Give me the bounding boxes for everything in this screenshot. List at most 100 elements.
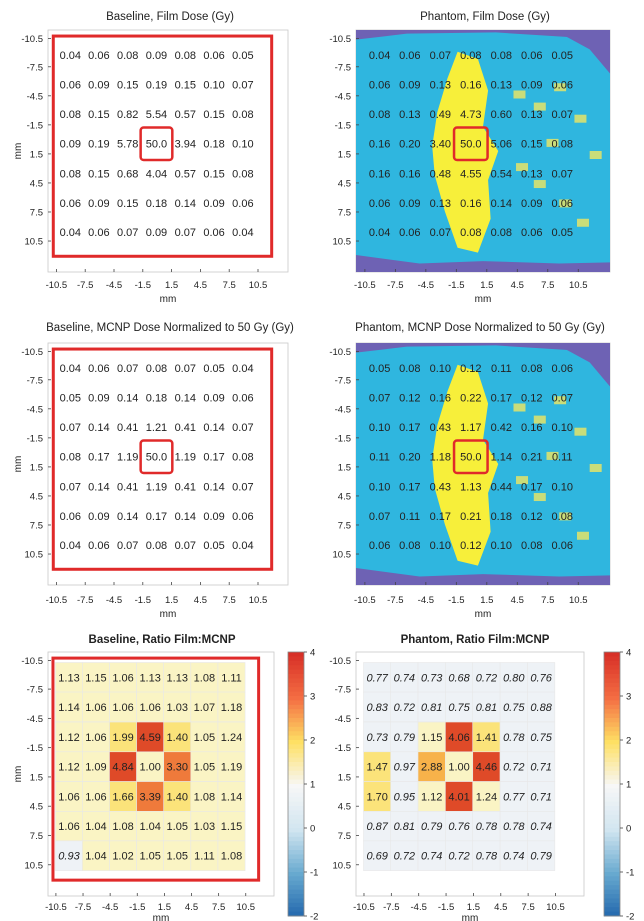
- colorbar-segment: [288, 858, 304, 864]
- y-tick-label: 10.5: [333, 860, 352, 871]
- cell-label: 0.07: [117, 363, 138, 375]
- cell-label: 1.15: [85, 672, 106, 684]
- cell-label: 0.09: [146, 227, 167, 239]
- cell-label: 1.06: [139, 702, 160, 714]
- cell-label: 0.08: [552, 139, 573, 151]
- heatmap-cell: [217, 811, 246, 842]
- colorbar-segment: [604, 792, 620, 798]
- x-tick-label: 10.5: [569, 595, 588, 606]
- cell-label: 0.68: [448, 672, 470, 684]
- cell-label: 1.15: [221, 821, 242, 833]
- heatmap-cell: [527, 751, 556, 782]
- colorbar-segment: [604, 669, 620, 675]
- cell-label: 0.78: [503, 821, 525, 833]
- heatmap-cell: [55, 662, 83, 693]
- cell-label: 0.06: [552, 540, 573, 552]
- cell-label: 0.12: [460, 540, 481, 552]
- cell-label: 0.12: [521, 511, 542, 523]
- cell-label: 4.55: [460, 168, 481, 180]
- cell-label: 0.07: [232, 79, 253, 91]
- cell-label: 3.94: [175, 139, 196, 151]
- cell-label: 1.03: [167, 702, 188, 714]
- colorbar-segment: [288, 823, 304, 829]
- y-tick-label: -7.5: [27, 62, 43, 73]
- colorbar-segment: [604, 898, 620, 904]
- colorbar-segment: [288, 696, 304, 701]
- cell-label: 0.08: [146, 540, 167, 552]
- phantom-patch: [546, 451, 559, 460]
- y-tick-label: -1.5: [335, 120, 351, 131]
- cell-label: 0.16: [521, 422, 542, 434]
- plot-area: [47, 342, 289, 586]
- cell-label: 0.04: [60, 227, 81, 239]
- cell-label: 1.19: [221, 762, 242, 774]
- colorbar-segment: [288, 700, 304, 706]
- colorbar-segment: [288, 867, 304, 873]
- x-tick-label: -7.5: [77, 280, 93, 291]
- chart-title: Baseline, MCNP Dose Normalized to 50 Gy …: [46, 322, 294, 334]
- x-tick-label: 7.5: [541, 595, 554, 606]
- heatmap-cell: [82, 781, 110, 812]
- x-tick-label: 10.5: [569, 280, 588, 291]
- phantom-patch: [559, 512, 572, 521]
- cell-label: 0.17: [430, 511, 451, 523]
- colorbar-segment: [604, 682, 620, 688]
- cell-label: 50.0: [146, 452, 167, 464]
- cell-label: 0.06: [552, 79, 573, 91]
- chart-panel: Phantom, Film Dose (Gy) 0.04 0.06 0.07 0.08 0…: [329, 11, 611, 305]
- x-tick-label: -7.5: [387, 595, 403, 606]
- cell-label: 0.17: [491, 392, 512, 404]
- y-tick-label: -10.5: [21, 656, 43, 667]
- cell-label: 1.04: [139, 821, 160, 833]
- y-tick-label: 4.5: [338, 178, 351, 189]
- cell-label: 0.04: [369, 227, 390, 239]
- colorbar-segment: [288, 806, 304, 811]
- cell-label: 0.16: [430, 392, 451, 404]
- cell-label: 0.09: [399, 79, 420, 91]
- x-tick-label: -7.5: [77, 595, 93, 606]
- x-tick-label: 4.5: [511, 280, 524, 291]
- phantom-patch: [516, 163, 529, 172]
- cell-label: 0.08: [399, 363, 420, 375]
- heatmap-cell: [136, 781, 165, 812]
- colorbar-segment: [604, 709, 620, 715]
- colorbar-segment: [288, 713, 304, 719]
- colorbar-segment: [288, 775, 304, 781]
- cell-label: 0.07: [175, 363, 196, 375]
- cell-label: 0.04: [60, 50, 81, 62]
- colorbar-segment: [604, 665, 620, 671]
- y-tick-label: 7.5: [338, 520, 351, 531]
- cell-label: 0.08: [369, 109, 390, 121]
- heatmap-cell: [190, 840, 219, 871]
- colorbar-segment: [288, 889, 304, 895]
- colorbar-segment: [288, 735, 304, 741]
- colorbar-segment: [604, 775, 620, 781]
- colorbar-segment: [288, 814, 304, 820]
- colorbar-segment: [604, 850, 620, 855]
- colorbar-segment: [288, 687, 304, 693]
- colorbar-segment: [288, 740, 304, 745]
- cell-label: 0.08: [491, 227, 512, 239]
- cell-label: 1.66: [112, 791, 133, 803]
- colorbar-segment: [604, 726, 620, 732]
- cell-label: 0.06: [88, 540, 109, 552]
- cell-label: 0.05: [552, 50, 573, 62]
- cell-label: 0.09: [399, 198, 420, 210]
- colorbar-segment: [288, 656, 304, 662]
- cell-label: 0.08: [521, 363, 542, 375]
- cell-label: 0.14: [117, 392, 138, 404]
- cell-label: 0.14: [175, 392, 196, 404]
- colorbar-segment: [288, 757, 304, 763]
- y-tick-label: -10.5: [21, 347, 43, 358]
- cell-label: 0.43: [430, 481, 451, 493]
- cell-label: 0.04: [60, 540, 81, 552]
- colorbar-segment: [288, 792, 304, 798]
- cell-label: 0.07: [175, 540, 196, 552]
- colorbar-segment: [288, 845, 304, 851]
- cell-label: 1.06: [112, 702, 133, 714]
- colorbar-segment: [288, 832, 304, 838]
- heatmap-cell: [82, 721, 110, 753]
- phantom-dark-region: [356, 343, 610, 358]
- cell-label: 0.07: [175, 227, 196, 239]
